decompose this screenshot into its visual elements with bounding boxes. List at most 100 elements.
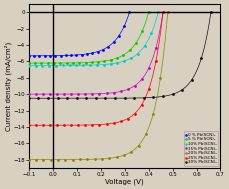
25% Pb(SCN)₂: [161, 11, 165, 14]
0 % Pb(SCN)₂: [80, 53, 84, 56]
5 % Pb(SCN)₂: [103, 60, 106, 63]
30% Pb(SCN)₂: [46, 97, 50, 100]
10% Pb(SCN)₂: [115, 61, 119, 64]
10% Pb(SCN)₂: [68, 64, 71, 67]
0 % Pb(SCN)₂: [122, 25, 126, 28]
10% Pb(SCN)₂: [27, 64, 31, 67]
20% Pb(SCN)₂: [100, 157, 104, 160]
30% Pb(SCN)₂: [132, 97, 136, 100]
20% Pb(SCN)₂: [115, 156, 118, 159]
5 % Pb(SCN)₂: [115, 57, 119, 60]
5 % Pb(SCN)₂: [52, 62, 56, 65]
30% Pb(SCN)₂: [85, 97, 88, 100]
10% Pb(SCN)₂: [82, 64, 85, 67]
30% Pb(SCN)₂: [104, 97, 107, 100]
20% Pb(SCN)₂: [71, 158, 75, 161]
25% Pb(SCN)₂: [140, 103, 144, 106]
0 % Pb(SCN)₂: [27, 54, 31, 57]
20% Pb(SCN)₂: [49, 158, 53, 161]
20% Pb(SCN)₂: [34, 158, 38, 161]
30% Pb(SCN)₂: [152, 96, 155, 99]
15% Pb(SCN)₂: [27, 93, 31, 96]
10% Pb(SCN)₂: [34, 64, 38, 67]
0 % Pb(SCN)₂: [32, 54, 36, 57]
10% Pb(SCN)₂: [75, 64, 78, 67]
25% Pb(SCN)₂: [90, 123, 94, 126]
25% Pb(SCN)₂: [154, 60, 158, 63]
25% Pb(SCN)₂: [48, 124, 52, 127]
20% Pb(SCN)₂: [64, 158, 67, 161]
0 % Pb(SCN)₂: [75, 53, 78, 57]
0 % Pb(SCN)₂: [69, 54, 73, 57]
5 % Pb(SCN)₂: [77, 61, 81, 64]
20% Pb(SCN)₂: [78, 158, 82, 161]
10% Pb(SCN)₂: [47, 64, 51, 67]
30% Pb(SCN)₂: [65, 97, 69, 100]
10% Pb(SCN)₂: [129, 57, 133, 60]
25% Pb(SCN)₂: [147, 87, 151, 90]
15% Pb(SCN)₂: [69, 93, 73, 96]
25% Pb(SCN)₂: [112, 122, 115, 125]
5 % Pb(SCN)₂: [65, 61, 68, 64]
15% Pb(SCN)₂: [34, 93, 38, 96]
25% Pb(SCN)₂: [55, 124, 59, 127]
30% Pb(SCN)₂: [56, 97, 59, 100]
15% Pb(SCN)₂: [48, 93, 52, 96]
5 % Pb(SCN)₂: [147, 11, 150, 14]
0 % Pb(SCN)₂: [64, 54, 68, 57]
15% Pb(SCN)₂: [62, 93, 66, 96]
15% Pb(SCN)₂: [147, 66, 151, 69]
5 % Pb(SCN)₂: [109, 58, 113, 61]
15% Pb(SCN)₂: [84, 92, 87, 95]
0 % Pb(SCN)₂: [106, 45, 110, 48]
15% Pb(SCN)₂: [161, 11, 165, 14]
20% Pb(SCN)₂: [107, 157, 111, 160]
0 % Pb(SCN)₂: [38, 54, 41, 57]
30% Pb(SCN)₂: [94, 97, 98, 100]
0 % Pb(SCN)₂: [96, 50, 100, 53]
20% Pb(SCN)₂: [122, 154, 126, 157]
0 % Pb(SCN)₂: [112, 41, 115, 44]
10% Pb(SCN)₂: [143, 44, 146, 47]
30% Pb(SCN)₂: [199, 57, 203, 60]
25% Pb(SCN)₂: [41, 124, 45, 127]
Y-axis label: Current density (mA/cm²): Current density (mA/cm²): [4, 41, 12, 131]
10% Pb(SCN)₂: [102, 63, 106, 66]
5 % Pb(SCN)₂: [140, 29, 144, 33]
0 % Pb(SCN)₂: [48, 54, 52, 57]
20% Pb(SCN)₂: [144, 133, 148, 136]
25% Pb(SCN)₂: [133, 112, 136, 115]
25% Pb(SCN)₂: [62, 124, 66, 127]
25% Pb(SCN)₂: [84, 124, 87, 127]
10% Pb(SCN)₂: [109, 62, 112, 65]
15% Pb(SCN)₂: [133, 84, 136, 87]
30% Pb(SCN)₂: [209, 11, 213, 14]
30% Pb(SCN)₂: [27, 97, 31, 100]
5 % Pb(SCN)₂: [134, 41, 138, 44]
30% Pb(SCN)₂: [161, 95, 165, 98]
30% Pb(SCN)₂: [113, 97, 117, 100]
15% Pb(SCN)₂: [41, 93, 45, 96]
25% Pb(SCN)₂: [105, 122, 108, 125]
25% Pb(SCN)₂: [98, 123, 101, 126]
20% Pb(SCN)₂: [42, 158, 45, 161]
0 % Pb(SCN)₂: [59, 54, 63, 57]
20% Pb(SCN)₂: [85, 158, 89, 161]
0 % Pb(SCN)₂: [85, 52, 89, 55]
Legend: 0 % Pb(SCN)₂, 5 % Pb(SCN)₂, 10% Pb(SCN)₂, 15% Pb(SCN)₂, 20% Pb(SCN)₂, 25% Pb(SCN: 0 % Pb(SCN)₂, 5 % Pb(SCN)₂, 10% Pb(SCN)₂…: [184, 131, 218, 166]
20% Pb(SCN)₂: [151, 113, 155, 116]
20% Pb(SCN)₂: [129, 150, 133, 153]
5 % Pb(SCN)₂: [33, 62, 37, 65]
10% Pb(SCN)₂: [41, 64, 44, 67]
5 % Pb(SCN)₂: [128, 49, 131, 52]
10% Pb(SCN)₂: [88, 64, 92, 67]
15% Pb(SCN)₂: [98, 92, 101, 95]
15% Pb(SCN)₂: [154, 46, 158, 49]
10% Pb(SCN)₂: [122, 60, 126, 63]
30% Pb(SCN)₂: [180, 88, 184, 91]
25% Pb(SCN)₂: [119, 120, 123, 123]
20% Pb(SCN)₂: [166, 11, 170, 14]
30% Pb(SCN)₂: [171, 93, 174, 96]
10% Pb(SCN)₂: [54, 64, 58, 67]
20% Pb(SCN)₂: [56, 158, 60, 161]
